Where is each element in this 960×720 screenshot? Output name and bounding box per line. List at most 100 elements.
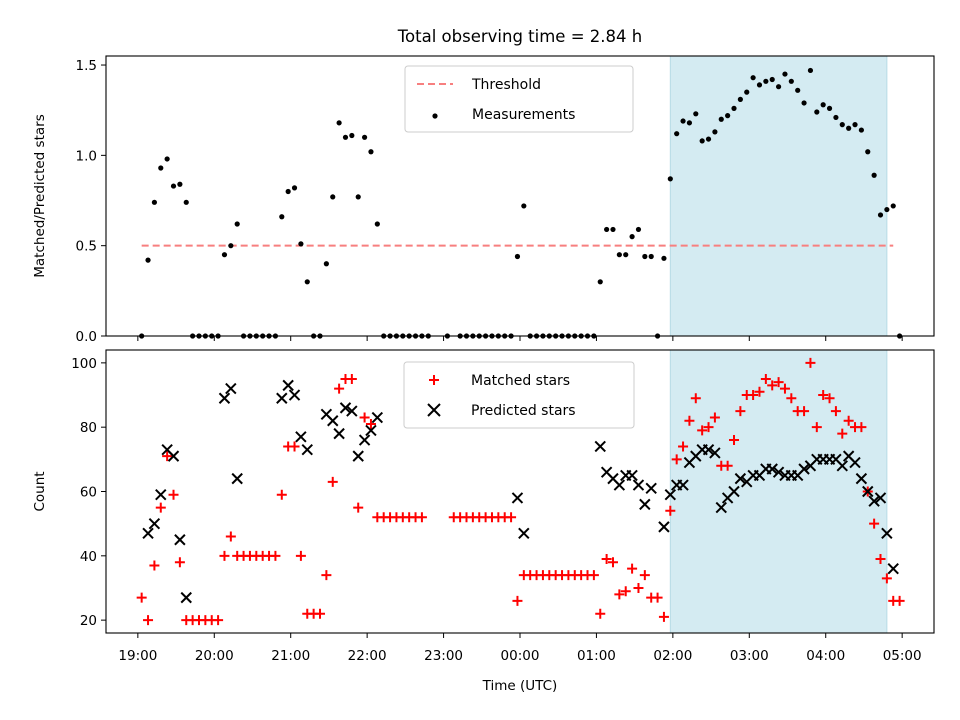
data-point xyxy=(697,425,708,436)
data-point xyxy=(279,214,285,220)
data-point xyxy=(168,489,179,500)
data-point xyxy=(633,582,644,593)
data-point xyxy=(639,498,651,511)
data-point xyxy=(645,482,657,494)
data-point xyxy=(664,489,677,501)
legend: Threshold Measurements xyxy=(404,65,634,133)
data-point xyxy=(334,383,345,394)
data-point xyxy=(231,472,243,485)
data-point xyxy=(158,165,164,171)
legend-label: Predicted stars xyxy=(471,403,576,419)
y-tick-label: 60 xyxy=(80,485,97,501)
data-point xyxy=(183,199,189,205)
data-point xyxy=(291,185,298,191)
legend-swatch xyxy=(432,113,438,119)
y-tick-label: 100 xyxy=(71,356,97,372)
data-point xyxy=(295,550,306,561)
data-point xyxy=(772,466,785,478)
data-point xyxy=(760,373,771,384)
data-point xyxy=(295,431,307,443)
data-point xyxy=(729,435,740,446)
data-point xyxy=(833,114,839,121)
data-point xyxy=(218,392,231,404)
data-point xyxy=(374,221,380,227)
y-axis-label: Matched/Predicted stars xyxy=(32,114,48,277)
data-point xyxy=(167,450,180,462)
series-matched-stars xyxy=(136,357,905,626)
series-measurements xyxy=(139,67,903,339)
data-point xyxy=(304,279,310,285)
data-point xyxy=(359,412,370,423)
data-point xyxy=(699,138,705,144)
data-point xyxy=(869,518,880,529)
observing-window-span xyxy=(669,349,888,634)
data-point xyxy=(754,386,765,397)
data-point xyxy=(843,415,854,426)
data-point xyxy=(327,415,339,427)
observing-window-span xyxy=(669,55,888,337)
data-point xyxy=(610,226,616,233)
legend: Matched stars Predicted stars xyxy=(403,361,635,429)
data-point xyxy=(750,75,756,81)
data-point xyxy=(301,443,313,456)
data-point xyxy=(346,373,357,384)
data-point xyxy=(174,557,185,568)
data-point xyxy=(613,479,626,491)
data-point xyxy=(635,226,642,233)
data-point xyxy=(849,456,861,469)
data-point xyxy=(824,393,835,404)
data-point xyxy=(677,479,689,491)
chart-title: Total observing time = 2.84 h xyxy=(397,27,642,46)
data-point xyxy=(686,120,693,126)
data-point xyxy=(705,136,712,142)
data-point xyxy=(327,476,338,487)
data-point xyxy=(748,390,759,401)
data-point xyxy=(298,241,304,247)
data-point xyxy=(174,534,186,546)
y-tick-label: 1.5 xyxy=(76,58,97,74)
x-tick-label: 19:00 xyxy=(118,648,157,664)
data-point xyxy=(270,550,281,561)
data-point xyxy=(518,527,530,540)
data-point xyxy=(225,531,236,542)
y-tick-label: 80 xyxy=(80,420,97,436)
legend-label: Matched stars xyxy=(471,373,570,389)
data-point xyxy=(779,383,790,394)
data-point xyxy=(877,212,884,218)
data-point xyxy=(725,113,731,119)
legend-label: Measurements xyxy=(472,107,575,123)
data-point xyxy=(795,87,801,93)
data-point xyxy=(352,450,364,462)
data-point xyxy=(333,427,345,440)
data-point xyxy=(814,109,820,115)
data-point xyxy=(353,502,364,513)
data-point xyxy=(511,492,524,504)
data-point xyxy=(512,595,523,606)
data-point xyxy=(342,134,349,140)
data-point xyxy=(213,615,224,626)
data-point xyxy=(756,82,763,88)
x-tick-label: 03:00 xyxy=(730,648,769,664)
data-point xyxy=(632,479,645,491)
data-point xyxy=(177,181,183,187)
data-point xyxy=(767,380,778,391)
data-point xyxy=(709,447,721,459)
data-point xyxy=(155,489,167,501)
data-point xyxy=(665,505,676,516)
data-point xyxy=(862,485,874,498)
data-point xyxy=(506,512,517,523)
data-point xyxy=(894,595,905,606)
x-tick-label: 23:00 xyxy=(424,648,463,664)
data-point xyxy=(807,67,814,74)
data-point xyxy=(323,261,329,267)
data-point xyxy=(521,203,527,209)
data-point xyxy=(648,253,654,260)
data-point xyxy=(763,78,769,84)
x-tick-label: 20:00 xyxy=(195,648,234,664)
data-point xyxy=(276,489,287,500)
data-point xyxy=(737,96,743,102)
data-point xyxy=(658,521,670,533)
data-point xyxy=(149,560,160,571)
data-point xyxy=(788,78,794,84)
